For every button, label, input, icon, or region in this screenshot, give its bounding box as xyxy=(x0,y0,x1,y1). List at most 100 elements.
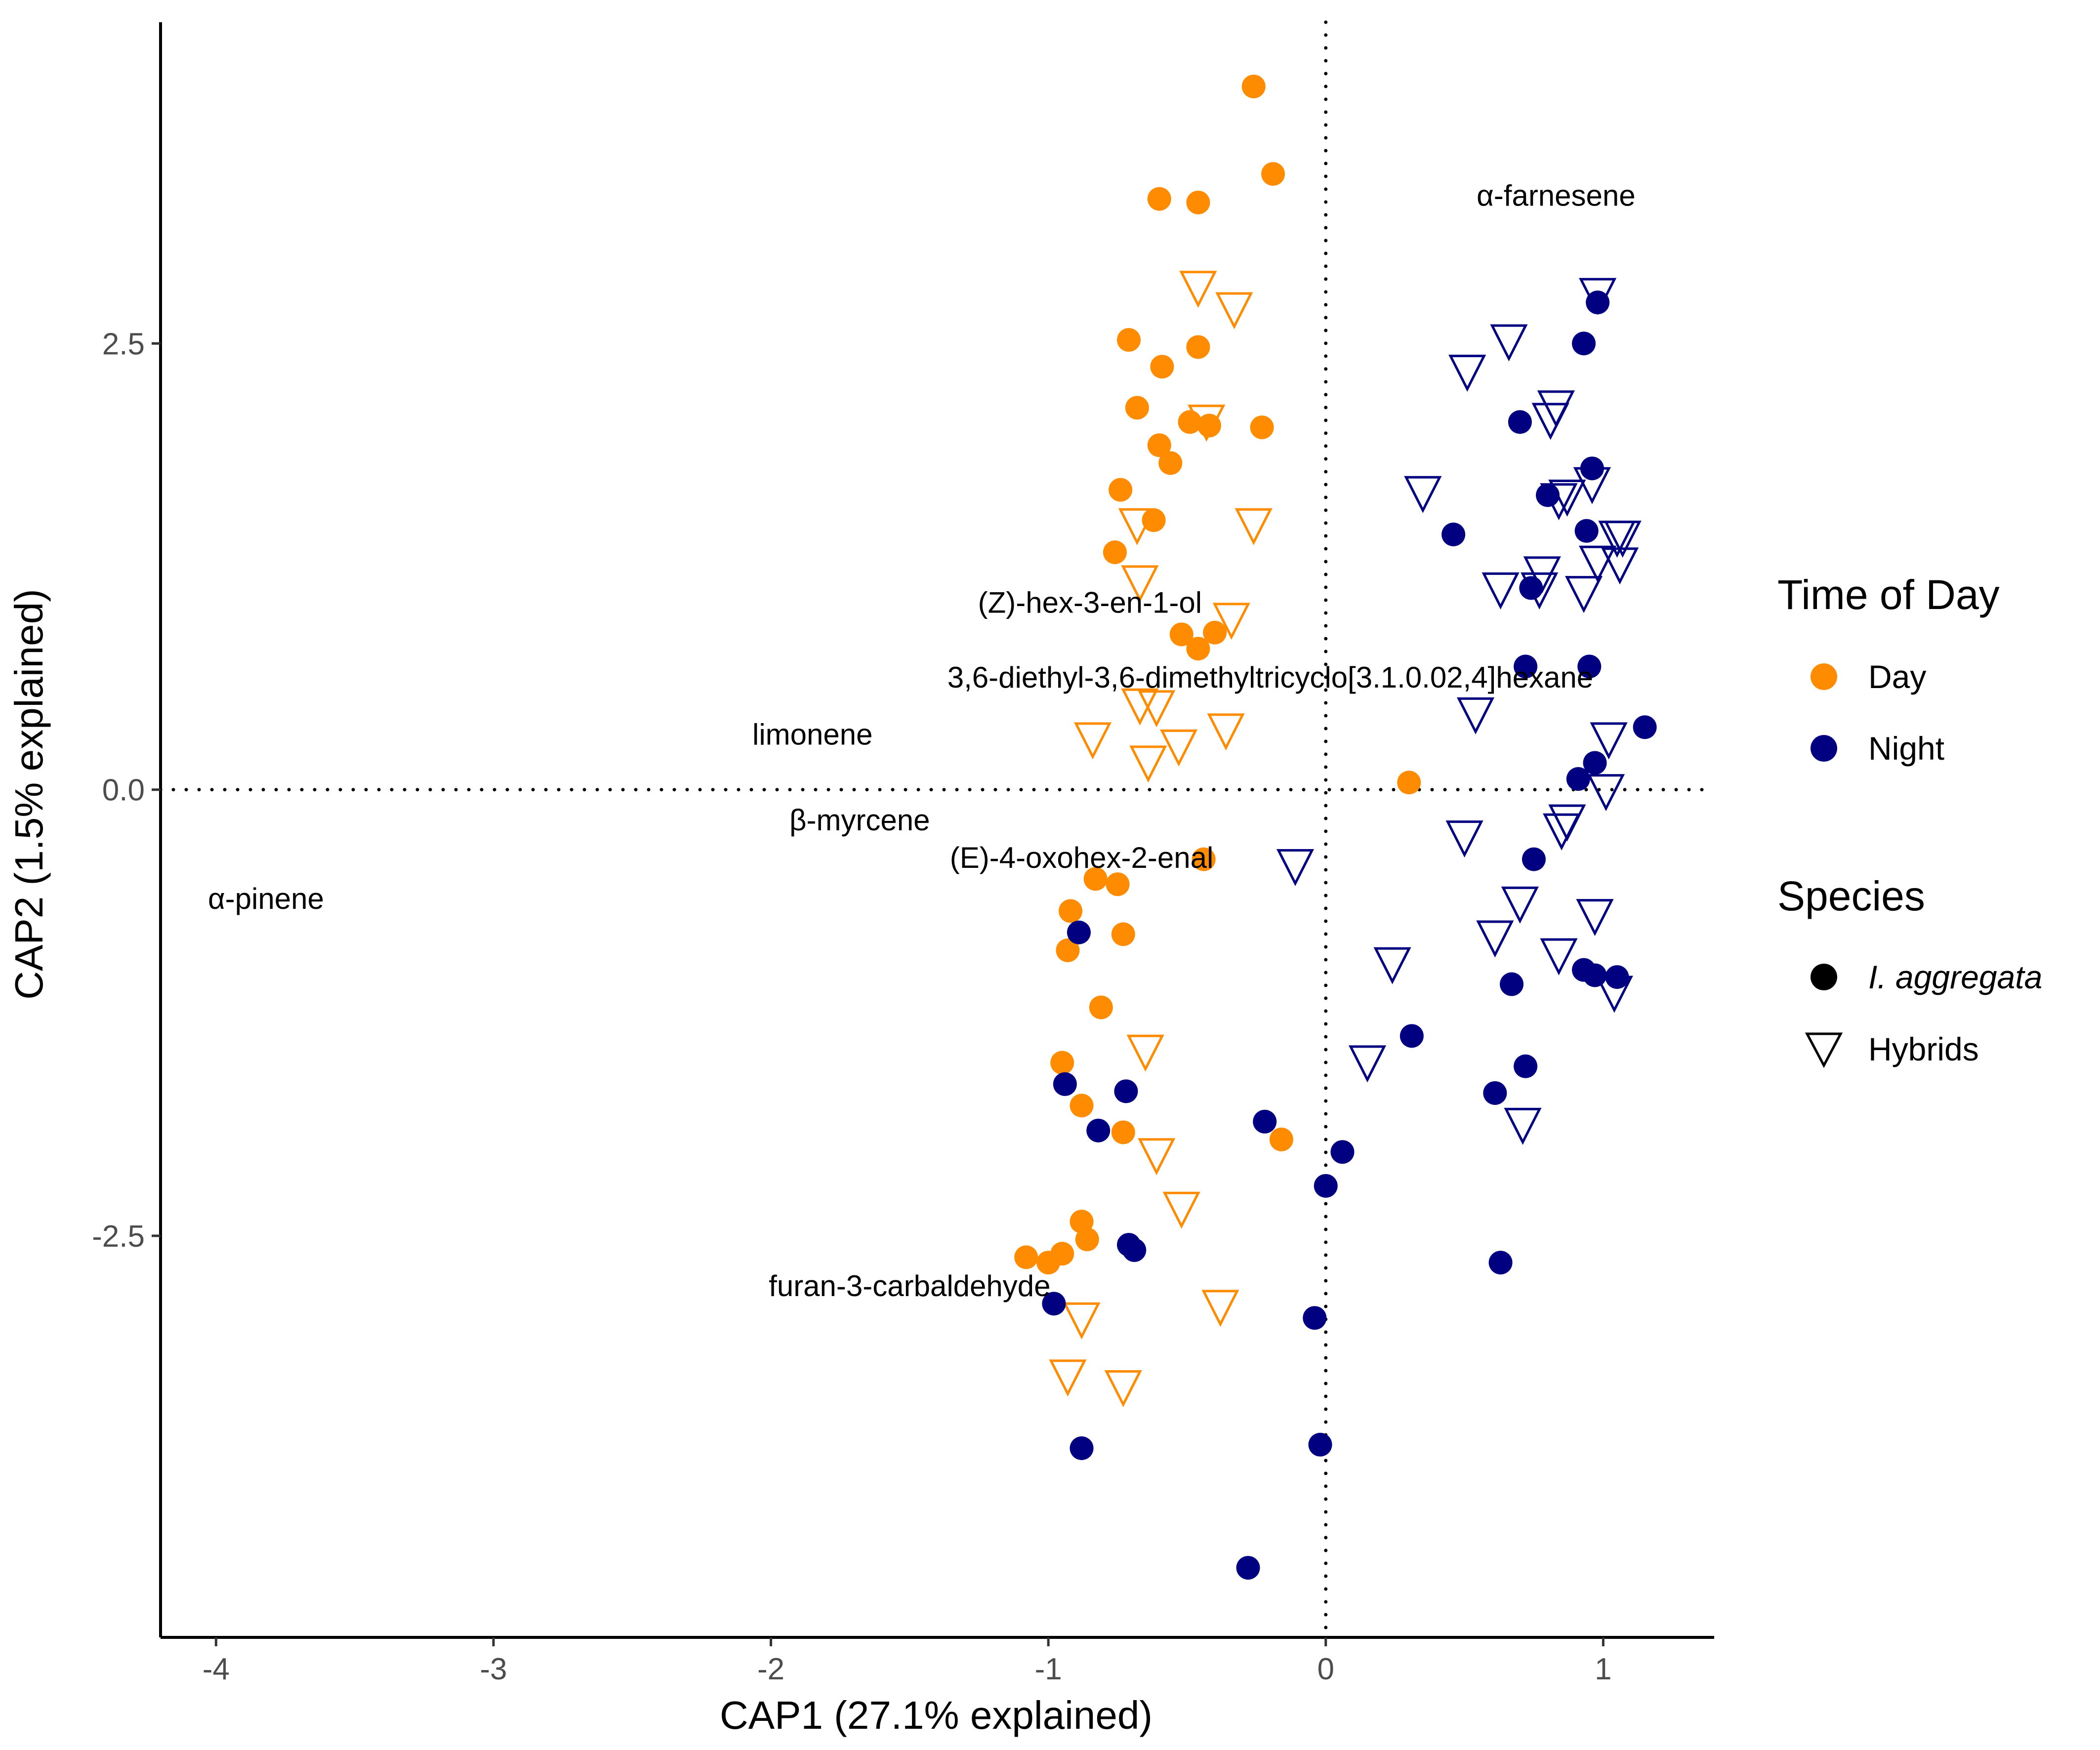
point-day-hybrid xyxy=(1179,271,1217,308)
point-day-aggregata xyxy=(1186,335,1210,359)
point-night-aggregata xyxy=(1508,410,1532,434)
point-night-hybrid xyxy=(1521,572,1559,610)
point-night-aggregata xyxy=(1330,1140,1355,1164)
point-day-aggregata xyxy=(1075,1227,1099,1252)
y-axis-ticks: -2.5 0.0 2.5 xyxy=(92,327,161,1254)
point-day-hybrid xyxy=(1138,690,1176,728)
point-day-aggregata xyxy=(1056,938,1080,962)
point-day-hybrid xyxy=(1121,565,1159,603)
point-day-hybrid xyxy=(1162,1191,1200,1229)
annotation-label: α-pinene xyxy=(208,882,324,915)
point-day-aggregata xyxy=(1250,415,1274,440)
point-day-aggregata xyxy=(1036,1251,1061,1275)
point-day-hybrid xyxy=(1235,508,1273,545)
point-day-hybrid xyxy=(1138,1138,1176,1176)
point-night-hybrid xyxy=(1373,947,1411,984)
point-night-aggregata xyxy=(1236,1556,1260,1580)
point-night-aggregata xyxy=(1070,1436,1094,1460)
point-day-hybrid xyxy=(1104,1370,1142,1408)
point-day-aggregata xyxy=(1106,872,1130,896)
annotation-label: furan-3-carbaldehyde xyxy=(769,1269,1050,1302)
point-night-aggregata xyxy=(1514,1054,1538,1078)
x-axis-title: CAP1 (27.1% explained) xyxy=(720,1693,1153,1737)
point-day-hybrid xyxy=(1160,729,1198,767)
point-day-hybrid xyxy=(1126,1034,1164,1072)
legend-key-hybrids: Hybrids xyxy=(1805,1031,1979,1068)
annotation-label: 3,6-diethyl-3,6-dimethyltricyclo[3.1.0.0… xyxy=(947,661,1593,694)
annotations: α-farnesene (Z)-hex-3-en-1-ol 3,6-diethyl-… xyxy=(208,179,1636,1302)
x-tick-label: -2 xyxy=(757,1652,784,1686)
point-day-aggregata xyxy=(1125,396,1149,420)
point-night-aggregata xyxy=(1574,519,1599,543)
point-night-hybrid xyxy=(1579,545,1617,583)
point-day-aggregata xyxy=(1070,1094,1094,1118)
point-night-hybrid xyxy=(1476,920,1514,958)
point-day-aggregata xyxy=(1269,1127,1293,1151)
legend-title-time-of-day: Time of Day xyxy=(1777,571,2000,618)
point-night-aggregata xyxy=(1572,331,1596,356)
point-day-aggregata xyxy=(1059,899,1083,923)
legend-key-aggregata: I. aggregata xyxy=(1811,959,2042,995)
point-day-aggregata xyxy=(1111,1120,1135,1144)
point-night-aggregata xyxy=(1583,751,1607,775)
legend-swatch-aggregata xyxy=(1811,964,1837,990)
point-day-hybrid xyxy=(1201,1290,1239,1327)
point-night-hybrid xyxy=(1565,576,1603,613)
point-day-hybrid xyxy=(1207,713,1245,751)
point-night-hybrid xyxy=(1404,476,1442,513)
legend-key-night: Night xyxy=(1811,730,1944,767)
data-points xyxy=(1014,75,1657,1580)
point-day-aggregata xyxy=(1186,637,1210,661)
point-day-aggregata xyxy=(1014,1245,1038,1269)
annotation-label: (Z)-hex-3-en-1-ol xyxy=(978,586,1202,619)
point-night-hybrid xyxy=(1276,849,1315,886)
point-night-hybrid xyxy=(1604,521,1642,558)
point-night-hybrid xyxy=(1543,813,1581,851)
point-day-aggregata xyxy=(1186,190,1210,214)
legend-label-night: Night xyxy=(1868,730,1944,767)
point-night-hybrid xyxy=(1456,697,1495,734)
point-day-aggregata xyxy=(1083,867,1108,891)
point-day-aggregata xyxy=(1169,622,1194,647)
point-day-aggregata xyxy=(1261,162,1285,186)
point-night-aggregata xyxy=(1514,654,1538,679)
legend-label-hybrids: Hybrids xyxy=(1868,1031,1979,1067)
x-tick-label: -1 xyxy=(1035,1652,1062,1686)
point-night-hybrid xyxy=(1348,1045,1387,1083)
point-day-aggregata xyxy=(1147,433,1171,457)
legend-swatch-night xyxy=(1811,735,1837,762)
point-night-aggregata xyxy=(1583,963,1607,987)
point-night-aggregata xyxy=(1633,715,1657,739)
point-night-hybrid xyxy=(1579,278,1617,315)
y-tick-label: 2.5 xyxy=(102,327,145,361)
annotation-label: α-farnesene xyxy=(1477,179,1636,212)
annotation-label: limonene xyxy=(752,718,873,751)
point-day-aggregata xyxy=(1117,328,1141,352)
y-tick-label: -2.5 xyxy=(92,1220,145,1254)
reference-lines xyxy=(159,20,1716,1639)
point-night-aggregata xyxy=(1122,1238,1147,1262)
point-day-hybrid xyxy=(1118,508,1156,545)
point-night-hybrid xyxy=(1573,467,1611,504)
legend-swatch-day xyxy=(1811,663,1837,690)
x-tick-label: -4 xyxy=(203,1652,230,1686)
point-night-aggregata xyxy=(1577,654,1602,679)
point-night-hybrid xyxy=(1540,483,1578,521)
point-night-hybrid xyxy=(1548,480,1586,517)
point-day-hybrid xyxy=(1073,722,1112,760)
point-night-hybrid xyxy=(1540,938,1578,976)
point-day-aggregata xyxy=(1050,1051,1074,1075)
point-day-aggregata xyxy=(1109,478,1133,502)
point-day-aggregata xyxy=(1070,1210,1094,1234)
legend-key-day: Day xyxy=(1811,658,1926,695)
annotation-label: β-myrcene xyxy=(789,804,930,837)
y-tick-label: 0.0 xyxy=(102,773,145,808)
point-night-hybrid xyxy=(1531,403,1569,440)
point-day-hybrid xyxy=(1212,603,1250,640)
point-night-hybrid xyxy=(1504,1107,1542,1145)
annotation-label: (E)-4-oxohex-2-enal xyxy=(950,841,1214,874)
point-night-aggregata xyxy=(1566,767,1590,791)
point-night-aggregata xyxy=(1400,1024,1424,1048)
point-day-aggregata xyxy=(1150,355,1174,379)
